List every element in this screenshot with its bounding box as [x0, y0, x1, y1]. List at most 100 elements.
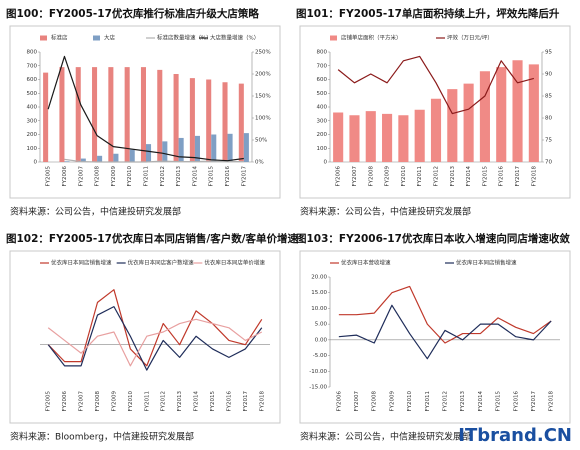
- x-tick-label: FY2014: [466, 166, 472, 187]
- y2-tick-label: 70: [545, 160, 552, 166]
- source-note: 资料来源：Bloomberg，中信建投研究发展部: [10, 431, 194, 443]
- x-tick-label: FY2005: [46, 166, 52, 187]
- bar: [222, 82, 228, 162]
- bar: [146, 144, 152, 162]
- bar: [162, 141, 168, 162]
- legend-label: 优衣库日本同店单价增速: [204, 259, 265, 267]
- x-tick-label: FY2011: [417, 166, 423, 187]
- legend-label: 优衣库日本营收增速: [341, 259, 391, 267]
- y2-tick-label: 200%: [255, 72, 271, 78]
- legend-label: 店铺单店面积（平方米）: [341, 34, 402, 42]
- x-tick-label: FY2013: [177, 391, 183, 412]
- x-tick-label: FY2015: [209, 166, 215, 187]
- bar: [189, 78, 195, 162]
- chart-title: 图100：FY2005-17优衣库推行标准店升级大店策略: [6, 7, 259, 20]
- x-tick-label: FY2017: [515, 166, 521, 187]
- bar: [447, 89, 458, 162]
- line-series: [47, 306, 263, 371]
- x-tick-label: FY2016: [513, 391, 519, 412]
- y2-tick-label: 250%: [255, 50, 271, 56]
- y-tick-label: 0: [324, 160, 328, 166]
- plot-frame: [299, 250, 571, 424]
- y-tick-label: 300: [317, 118, 328, 124]
- x-tick-label: FY2010: [401, 166, 407, 187]
- source-note: 资料来源：公司公告，中信建投研究发展部: [300, 431, 471, 443]
- x-tick-label: FY2013: [460, 391, 466, 412]
- bar: [140, 67, 146, 162]
- x-tick-label: FY2018: [531, 166, 537, 187]
- y-tick-label: 500: [27, 91, 38, 97]
- bar: [243, 133, 249, 162]
- line-series: [338, 304, 552, 360]
- bar: [430, 98, 442, 162]
- bar: [227, 133, 233, 162]
- bar: [75, 67, 81, 162]
- y-tick-label: 100: [317, 146, 328, 152]
- x-tick-label: FY2006: [62, 391, 68, 412]
- source-note: 资料来源：公司公告，中信建投研究发展部: [300, 206, 471, 218]
- bar: [108, 67, 114, 162]
- x-tick-label: FY2017: [531, 391, 537, 412]
- x-tick-label: FY2016: [499, 166, 505, 187]
- bar: [194, 135, 200, 162]
- bar: [173, 74, 179, 162]
- bar: [43, 72, 49, 162]
- legend-swatch: [40, 35, 47, 41]
- y-tick-label: 0: [34, 160, 38, 166]
- legend-label: 标准店数量增速（%）: [157, 34, 212, 42]
- y-tick-label: 600: [317, 77, 328, 83]
- x-tick-label: FY2013: [176, 166, 182, 187]
- bar: [178, 137, 184, 162]
- x-tick-label: FY2015: [496, 391, 502, 412]
- x-tick-label: FY2012: [434, 166, 440, 187]
- y-tick-label: 400: [27, 105, 38, 111]
- bar: [92, 67, 98, 162]
- x-tick-label: FY2014: [478, 391, 484, 412]
- x-tick-label: FY2007: [78, 166, 84, 187]
- x-tick-label: FY2015: [482, 166, 488, 187]
- bar: [463, 83, 474, 162]
- bar: [414, 109, 425, 162]
- chart-title: 图103：FY2006-17优衣库日本收入增速向同店增速收敛: [296, 232, 570, 245]
- x-tick-label: FY2011: [144, 166, 150, 187]
- x-tick-label: FY2016: [226, 391, 232, 412]
- bar: [59, 67, 65, 162]
- bar: [211, 134, 217, 162]
- bar: [365, 111, 376, 162]
- x-tick-label: FY2012: [161, 391, 167, 412]
- y-tick-label: 300: [27, 118, 38, 124]
- line-series: [47, 55, 244, 162]
- line-series: [47, 318, 263, 367]
- legend-swatch: [330, 35, 337, 41]
- x-tick-label: FY2014: [194, 391, 200, 412]
- y2-tick-label: 100%: [255, 116, 271, 122]
- bar: [97, 155, 103, 162]
- y2-tick-label: 50%: [255, 138, 267, 144]
- y-tick-label: 800: [27, 50, 38, 56]
- bar: [398, 115, 409, 162]
- legend-label: 优衣库日本同店销售增速: [456, 259, 517, 267]
- line-series: [47, 289, 263, 367]
- x-tick-label: FY2010: [407, 391, 413, 412]
- y2-tick-label: 0%: [255, 160, 264, 166]
- x-tick-label: FY2009: [389, 391, 395, 412]
- y-tick-label: 10.00: [311, 306, 327, 312]
- x-tick-label: FY2009: [111, 391, 117, 412]
- x-tick-label: FY2014: [192, 166, 198, 187]
- x-tick-label: FY2018: [549, 391, 555, 412]
- bar: [528, 64, 539, 162]
- legend-label: 优衣库日本同店销售增速: [51, 259, 112, 267]
- y-tick-label: 200: [27, 132, 38, 138]
- x-tick-label: FY2007: [354, 391, 360, 412]
- x-tick-label: FY2015: [210, 391, 216, 412]
- x-tick-label: FY2006: [62, 166, 68, 187]
- x-tick-label: FY2012: [443, 391, 449, 412]
- x-tick-label: FY2018: [259, 391, 265, 412]
- y-tick-label: -5.00: [313, 353, 328, 359]
- legend-label: 大店: [104, 34, 116, 42]
- x-tick-label: FY2011: [425, 391, 431, 412]
- y-tick-label: 400: [317, 105, 328, 111]
- chart-title: 图101：FY2005-17单店面积持续上升，坪效先降后升: [296, 7, 560, 20]
- line-series: [337, 55, 535, 115]
